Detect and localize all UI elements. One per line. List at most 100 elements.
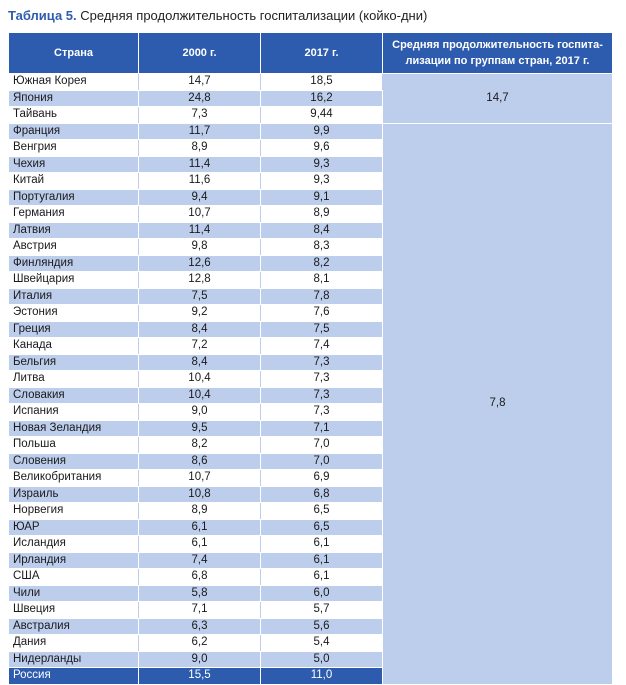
value-2017-cell: 6,1 — [260, 551, 383, 569]
value-2017-cell: 5,7 — [260, 601, 383, 619]
table-row: Финляндия 12,6 8,2 — [8, 254, 613, 272]
country-cell: Тайвань — [8, 106, 139, 124]
table-row: Дания 6,2 5,4 — [8, 634, 613, 652]
country-cell: Швейцария — [8, 271, 139, 289]
country-cell: Италия — [8, 287, 139, 305]
value-2017-cell: 7,5 — [260, 320, 383, 338]
value-2017-cell: 8,1 — [260, 271, 383, 289]
value-2000-cell: 11,4 — [138, 221, 261, 239]
value-2000-cell: 10,4 — [138, 386, 261, 404]
table-row: Великобритания 10,7 6,9 — [8, 469, 613, 487]
table-row: Канада 7,2 7,4 — [8, 337, 613, 355]
value-2000-cell: 6,8 — [138, 568, 261, 586]
value-2017-cell: 7,8 — [260, 287, 383, 305]
value-2017-cell: 7,3 — [260, 353, 383, 371]
value-2017-cell: 6,8 — [260, 485, 383, 503]
country-cell: Австралия — [8, 617, 139, 635]
value-2000-cell: 11,4 — [138, 155, 261, 173]
value-2017-cell: 7,3 — [260, 403, 383, 421]
country-cell: Ирландия — [8, 551, 139, 569]
value-2000-cell: 8,9 — [138, 139, 261, 157]
value-2017-cell: 9,6 — [260, 139, 383, 157]
value-2000-cell: 8,9 — [138, 502, 261, 520]
table-row: Китай 11,6 9,3 — [8, 172, 613, 190]
value-2000-cell: 7,4 — [138, 551, 261, 569]
group-average-cell: 14,7 — [382, 73, 613, 124]
table-row: Франция 11,7 9,9 7,8 — [8, 122, 613, 685]
country-cell: Япония — [8, 89, 139, 107]
table-body: Южная Корея 14,7 18,5 14,7 Япония 24,8 16,2 Тай… — [8, 73, 613, 685]
country-cell: Литва — [8, 370, 139, 388]
country-cell: Великобритания — [8, 469, 139, 487]
table-row: Швейцария 12,8 8,1 — [8, 271, 613, 289]
value-2017-cell: 6,5 — [260, 518, 383, 536]
country-cell: Латвия — [8, 221, 139, 239]
value-2000-cell: 6,1 — [138, 535, 261, 553]
value-2017-cell: 5,6 — [260, 617, 383, 635]
country-cell: Греция — [8, 320, 139, 338]
country-cell: Чехия — [8, 155, 139, 173]
value-2017-cell: 7,0 — [260, 452, 383, 470]
country-cell: Венгрия — [8, 139, 139, 157]
value-2000-cell: 7,5 — [138, 287, 261, 305]
value-2017-cell: 9,1 — [260, 188, 383, 206]
value-2017-cell: 7,3 — [260, 370, 383, 388]
value-2000-cell: 10,4 — [138, 370, 261, 388]
country-cell: Швеция — [8, 601, 139, 619]
table-row: Австралия 6,3 5,6 — [8, 617, 613, 635]
value-2000-cell: 11,7 — [138, 122, 261, 140]
value-2000-cell: 15,5 — [138, 667, 261, 685]
header-row: Страна 2000 г. 2017 г. Средняя продолжит… — [8, 32, 613, 74]
value-2017-cell: 5,4 — [260, 634, 383, 652]
value-2017-cell: 11,0 — [260, 667, 383, 685]
table-row: Словения 8,6 7,0 — [8, 452, 613, 470]
country-cell: Чили — [8, 584, 139, 602]
value-2017-cell: 7,1 — [260, 419, 383, 437]
country-cell: Германия — [8, 205, 139, 223]
country-cell: ЮАР — [8, 518, 139, 536]
country-cell: Нидерланды — [8, 650, 139, 668]
table-row: США 6,8 6,1 — [8, 568, 613, 586]
value-2017-cell: 6,1 — [260, 535, 383, 553]
table-row: Япония 24,8 16,2 — [8, 89, 613, 107]
country-cell: Финляндия — [8, 254, 139, 272]
table-row: Литва 10,4 7,3 — [8, 370, 613, 388]
value-2000-cell: 8,2 — [138, 436, 261, 454]
hospitalization-table: Страна 2000 г. 2017 г. Средняя продолжит… — [8, 32, 613, 685]
value-2017-cell: 5,0 — [260, 650, 383, 668]
value-2017-cell: 8,4 — [260, 221, 383, 239]
value-2017-cell: 8,9 — [260, 205, 383, 223]
table-row: Тайвань 7,3 9,44 — [8, 106, 613, 124]
value-2000-cell: 7,3 — [138, 106, 261, 124]
value-2017-cell: 9,3 — [260, 172, 383, 190]
value-2000-cell: 9,4 — [138, 188, 261, 206]
country-cell: Испания — [8, 403, 139, 421]
value-2000-cell: 7,1 — [138, 601, 261, 619]
value-2000-cell: 24,8 — [138, 89, 261, 107]
value-2017-cell: 8,2 — [260, 254, 383, 272]
value-2000-cell: 8,4 — [138, 320, 261, 338]
value-2017-cell: 7,0 — [260, 436, 383, 454]
table-row: ЮАР 6,1 6,5 — [8, 518, 613, 536]
table-row: Исландия 6,1 6,1 — [8, 535, 613, 553]
table-row: Греция 8,4 7,5 — [8, 320, 613, 338]
table-row: Эстония 9,2 7,6 — [8, 304, 613, 322]
value-2000-cell: 9,8 — [138, 238, 261, 256]
country-cell: Эстония — [8, 304, 139, 322]
value-2000-cell: 9,2 — [138, 304, 261, 322]
country-cell: Норвегия — [8, 502, 139, 520]
table-row: Норвегия 8,9 6,5 — [8, 502, 613, 520]
header-2000: 2000 г. — [138, 32, 261, 74]
value-2000-cell: 10,7 — [138, 205, 261, 223]
country-cell: Канада — [8, 337, 139, 355]
value-2000-cell: 11,6 — [138, 172, 261, 190]
country-cell: Словения — [8, 452, 139, 470]
header-2017: 2017 г. — [260, 32, 383, 74]
value-2017-cell: 6,9 — [260, 469, 383, 487]
caption-label: Таблица 5. — [8, 8, 77, 23]
table-row: Латвия 11,4 8,4 — [8, 221, 613, 239]
caption-text: Средняя продолжительность госпитализации… — [80, 8, 428, 23]
value-2017-cell: 9,9 — [260, 122, 383, 140]
header-group-average: Средняя продолжительность госпита-лизаци… — [382, 32, 613, 74]
value-2000-cell: 6,2 — [138, 634, 261, 652]
